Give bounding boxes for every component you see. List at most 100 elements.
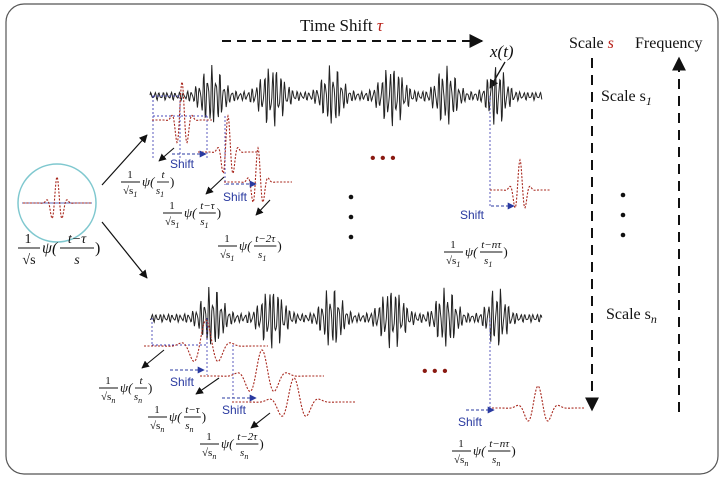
arg-numerator: t−nτ	[481, 239, 502, 251]
psi-symbol: ψ(	[473, 443, 486, 458]
coef-numerator: 1	[458, 438, 464, 450]
formula-bottom-4: 1 √sn ψ(t−nτ sn)	[452, 438, 516, 468]
coef-numerator: 1	[169, 200, 175, 212]
shift-label: Shift	[458, 415, 483, 429]
coef-denominator: √s1	[220, 249, 234, 263]
scale-sn-label: Scale sn	[606, 306, 657, 326]
wavelet-top-3	[224, 146, 292, 204]
psi-symbol: ψ(	[239, 238, 252, 253]
close-paren: )	[277, 238, 281, 253]
arg-denominator: s1	[200, 216, 208, 230]
svg-text:√s: √s	[22, 253, 35, 268]
coef-numerator: 1	[154, 404, 160, 416]
arg-denominator: sn	[492, 454, 500, 468]
scale-axis-label: Scale s	[569, 35, 614, 52]
fan-arrow-top	[101, 134, 148, 186]
shift-label: Shift	[222, 403, 247, 417]
svg-text:1: 1	[25, 232, 32, 247]
scale-dot	[620, 192, 626, 198]
formula-pointer	[205, 176, 225, 195]
arg-denominator: sn	[185, 420, 193, 434]
formula-pointer	[158, 147, 175, 162]
close-paren: )	[503, 244, 507, 259]
formula-pointer	[255, 199, 271, 216]
arg-numerator: t−τ	[185, 404, 200, 416]
svg-text:t−τ: t−τ	[68, 232, 87, 247]
signal-waveform-bottom	[149, 287, 543, 349]
psi-symbol: ψ(	[120, 380, 133, 395]
coef-denominator: √s1	[446, 255, 460, 269]
fan-arrow-bottom	[101, 221, 148, 279]
close-paren: )	[202, 409, 206, 424]
psi-symbol: ψ(	[221, 436, 234, 451]
arg-denominator: s1	[258, 249, 266, 263]
scale-dot	[620, 212, 626, 218]
coef-denominator: √s1	[165, 216, 179, 230]
coef-denominator: √s1	[123, 185, 137, 199]
close-paren: )	[148, 380, 152, 395]
row-dot	[348, 234, 354, 240]
psi-symbol: ψ(	[169, 409, 182, 424]
close-paren: )	[511, 443, 515, 458]
coef-numerator: 1	[206, 431, 212, 443]
close-paren: )	[170, 174, 174, 189]
wavelet-bottom-1	[144, 319, 268, 362]
row-dot	[348, 194, 354, 200]
formula-bottom-3: 1 √sn ψ(t−2τ sn)	[200, 431, 264, 461]
coef-denominator: √sn	[202, 447, 216, 461]
wavelet-top-2	[198, 114, 258, 175]
ellipsis-bottom: • • •	[422, 363, 448, 380]
coef-numerator: 1	[127, 169, 133, 181]
arg-numerator: t−τ	[200, 200, 215, 212]
ellipsis-top: • • •	[370, 150, 396, 167]
formula-bottom-1: 1 √sn ψ(t sn)	[99, 375, 152, 405]
bottom-row-guides	[151, 318, 491, 412]
mother-wavelet-curve	[23, 175, 91, 220]
shift-label: Shift	[170, 157, 195, 171]
row-dot	[348, 214, 354, 220]
arg-numerator: t	[161, 169, 165, 181]
psi-symbol: ψ(	[184, 205, 197, 220]
arg-numerator: t	[139, 375, 143, 387]
coef-numerator: 1	[105, 375, 111, 387]
mother-wavelet-formula: 1 √s ψ( t−τ s )	[18, 232, 100, 268]
svg-text:s: s	[74, 253, 80, 268]
wavelet-bottom-4	[492, 385, 584, 422]
bottom-row-wavelets	[144, 319, 584, 422]
shift-label: Shift	[223, 190, 248, 204]
formula-pointer	[195, 377, 220, 395]
arg-denominator: s1	[156, 185, 164, 199]
frequency-label: Frequency	[635, 35, 703, 52]
scale-s1-label: Scale s1	[601, 88, 652, 108]
coef-denominator: √sn	[101, 391, 115, 405]
svg-text:ψ(: ψ(	[42, 240, 59, 257]
signal-label: x(t)	[489, 42, 514, 61]
top-row-guides	[152, 95, 491, 208]
signal-waveform-top	[149, 65, 543, 127]
arg-denominator: s1	[484, 255, 492, 269]
wavelet-bottom-2	[200, 349, 324, 392]
close-paren: )	[259, 436, 263, 451]
formula-pointer	[141, 349, 165, 369]
formula-pointer	[250, 412, 271, 429]
psi-symbol: ψ(	[465, 244, 478, 259]
arg-numerator: t−2τ	[255, 233, 276, 245]
formula-top-2: 1 √s1 ψ(t−τ s1)	[163, 200, 221, 230]
wavelet-top-4	[490, 158, 550, 209]
psi-symbol: ψ(	[142, 174, 155, 189]
arg-numerator: t−2τ	[237, 431, 258, 443]
scale-dot	[620, 232, 626, 238]
coef-numerator: 1	[224, 233, 230, 245]
svg-text:): )	[95, 240, 100, 257]
time-shift-title: Time Shift τ	[300, 16, 384, 35]
shift-label: Shift	[170, 375, 195, 389]
close-paren: )	[217, 205, 221, 220]
arg-numerator: t−nτ	[489, 438, 510, 450]
formula-top-4: 1 √s1 ψ(t−nτ s1)	[444, 239, 508, 269]
arg-denominator: sn	[240, 447, 248, 461]
diagram-frame	[5, 3, 719, 475]
formula-bottom-2: 1 √sn ψ(t−τ sn)	[148, 404, 206, 434]
coef-denominator: √sn	[454, 454, 468, 468]
